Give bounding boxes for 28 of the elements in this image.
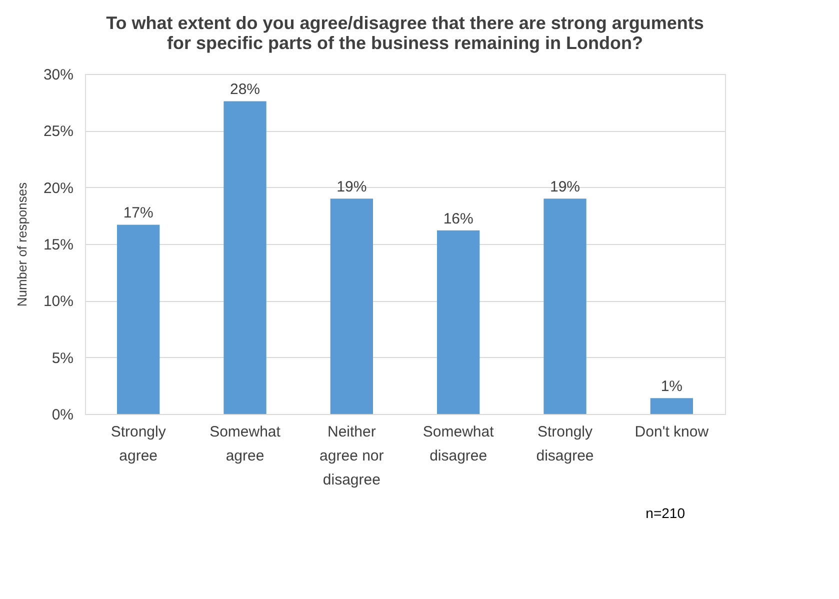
data-label: 28% (230, 81, 260, 98)
data-label: 19% (550, 178, 580, 196)
y-tick-label: 20% (43, 180, 74, 197)
bar (544, 198, 586, 414)
chart-title: To what extent do you agree/disagree that there are strong arguments for specific parts of the business remaining in London? (106, 13, 704, 53)
x-tick-label: Somewhat disagree (422, 424, 495, 464)
y-tick-label: 0% (52, 406, 74, 424)
data-label: 19% (336, 178, 367, 196)
x-tick-label: Strongly agree (110, 424, 166, 464)
bar (650, 398, 693, 414)
bar (330, 198, 373, 414)
y-tick-label: 30% (43, 66, 74, 84)
bar (224, 101, 266, 414)
x-tick-label: Strongly disagree (536, 424, 594, 464)
data-label: 17% (123, 204, 154, 222)
x-tick-label: Don't know (634, 424, 709, 440)
y-tick-label: 15% (43, 236, 74, 254)
bar (437, 230, 480, 414)
y-tick-label: 5% (52, 350, 74, 367)
y-tick-label: 25% (43, 123, 74, 140)
data-label: 1% (660, 378, 683, 396)
y-axis-title: Number of responses (14, 182, 30, 307)
y-tick-label: 10% (43, 293, 74, 310)
bar (117, 224, 160, 414)
text: n=210 (646, 505, 686, 521)
x-tick-label: Somewhat agree (210, 424, 282, 464)
x-tick-label: Neither agree nor disagree (320, 424, 384, 488)
data-label: 16% (443, 210, 474, 228)
